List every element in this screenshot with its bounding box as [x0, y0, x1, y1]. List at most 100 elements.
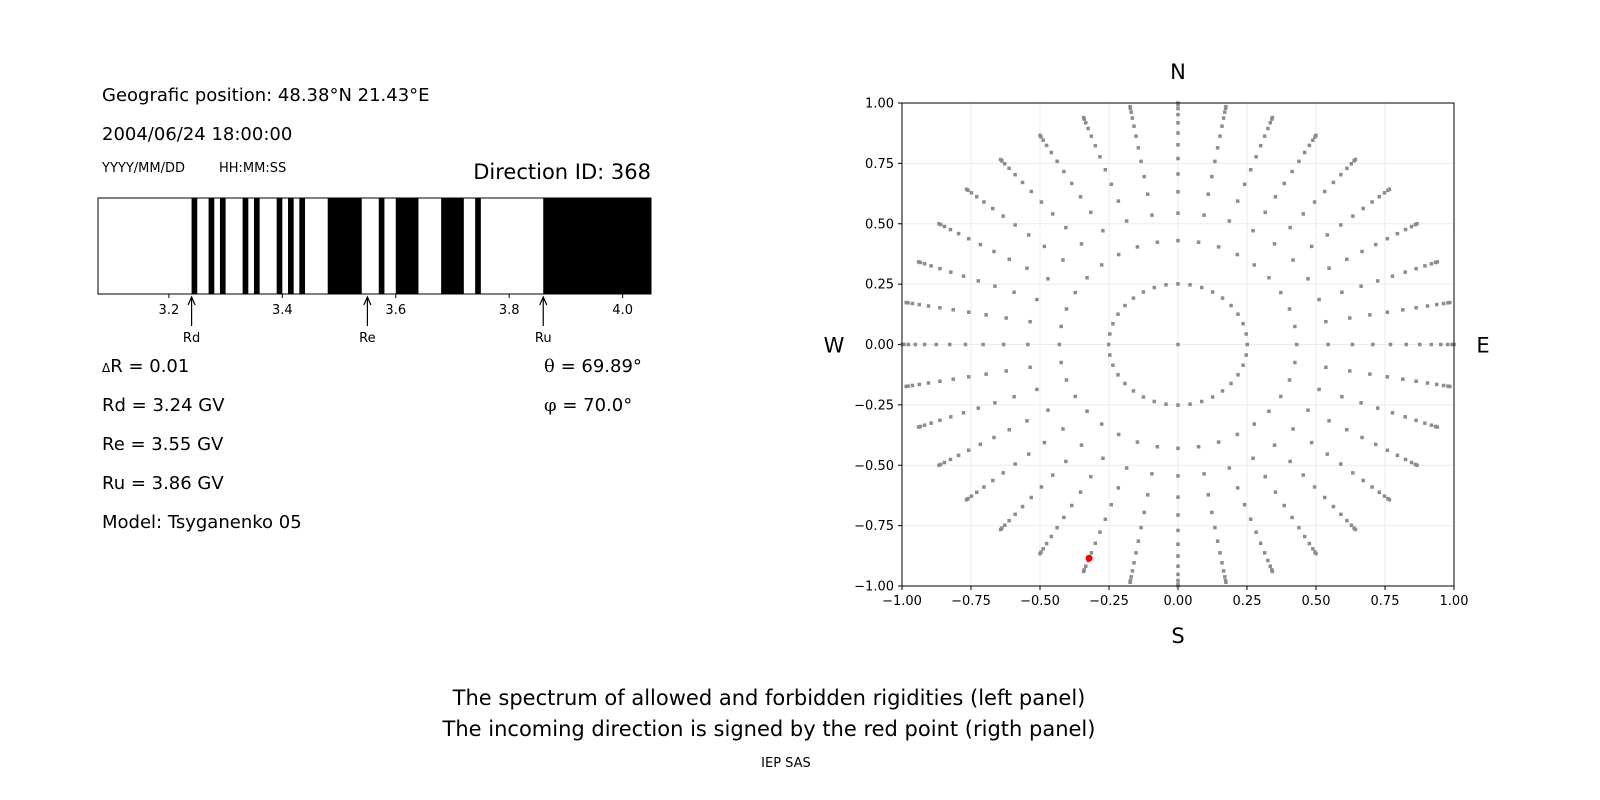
scatter-point — [1224, 104, 1228, 109]
scatter-point — [938, 266, 942, 271]
scatter-point — [1375, 279, 1380, 283]
x-tick-label: 1.00 — [1440, 594, 1469, 609]
scatter-point — [1081, 569, 1086, 574]
scatter-point — [918, 424, 923, 429]
scatter-point — [1176, 143, 1180, 147]
scatter-point — [1176, 513, 1180, 517]
y-tick-label: −0.25 — [854, 398, 894, 413]
scatter-point — [1176, 131, 1180, 135]
scatter-point — [1317, 387, 1321, 392]
scatter-point — [1385, 448, 1390, 453]
ru-value: Ru = 3.86 GV — [102, 473, 224, 494]
scatter-point — [1375, 406, 1380, 410]
scatter-point — [1345, 518, 1349, 523]
scatter-point — [1049, 150, 1054, 155]
scatter-point — [1218, 551, 1222, 555]
scatter-point — [1132, 124, 1136, 128]
scatter-point — [1069, 181, 1074, 186]
forbidden-band — [253, 198, 260, 294]
scatter-point — [1262, 551, 1267, 555]
scatter-point — [1331, 504, 1336, 509]
scatter-point — [1128, 104, 1132, 109]
scatter-point — [998, 527, 1003, 532]
scatter-point — [1136, 539, 1141, 543]
scatter-point — [969, 191, 974, 195]
scatter-point — [1176, 342, 1180, 347]
scatter-point — [966, 310, 971, 314]
scatter-point — [1196, 240, 1201, 244]
scatter-point — [1062, 515, 1066, 520]
scatter-point — [1251, 228, 1255, 233]
scatter-point — [1373, 442, 1378, 447]
scatter-point — [1435, 425, 1440, 429]
scatter-point — [1401, 377, 1405, 381]
scatter-point — [961, 411, 966, 415]
scatter-point — [1395, 231, 1400, 236]
scatter-point — [1390, 411, 1395, 415]
scatter-point — [1029, 189, 1034, 194]
scatter-point — [1262, 134, 1267, 138]
scatter-point — [1176, 554, 1180, 558]
scatter-point — [1266, 558, 1270, 563]
scatter-point — [1307, 541, 1312, 546]
scatter-point — [1044, 143, 1049, 148]
scatter-point — [1141, 395, 1146, 399]
scatter-point — [1001, 471, 1005, 475]
scatter-point — [1348, 369, 1352, 373]
scatter-point — [1377, 194, 1382, 199]
scatter-point — [1141, 290, 1146, 294]
scatter-point — [1395, 453, 1400, 458]
scatter-point — [1001, 342, 1006, 347]
scatter-point — [1290, 169, 1294, 174]
scatter-point — [1002, 523, 1007, 527]
scatter-point — [1061, 258, 1065, 262]
scatter-point — [902, 342, 906, 347]
scatter-point — [1245, 342, 1250, 347]
scatter-point — [974, 490, 979, 495]
scatter-point — [1345, 257, 1349, 262]
scatter-point — [1244, 332, 1248, 336]
scatter-point — [1439, 342, 1443, 347]
scatter-point — [1199, 285, 1204, 290]
scatter-point — [1055, 525, 1059, 530]
scatter-point — [1227, 466, 1232, 470]
scatter-point — [1176, 121, 1180, 125]
delta-r: ΔR = 0.01 — [102, 356, 189, 377]
scatter-point — [1293, 324, 1297, 329]
scatter-point — [1448, 300, 1452, 305]
scatter-point — [982, 200, 986, 204]
scatter-point — [976, 279, 981, 283]
scatter-point — [1248, 168, 1253, 172]
scatter-point — [1322, 189, 1327, 194]
scatter-point — [1216, 440, 1221, 444]
scatter-point — [1059, 324, 1063, 329]
scatter-point — [1176, 528, 1180, 533]
scatter-point — [1433, 260, 1438, 265]
scatter-point — [1206, 493, 1211, 497]
scatter-point — [1267, 409, 1271, 414]
scatter-point — [1142, 510, 1146, 515]
scatter-point — [1039, 200, 1044, 204]
scatter-point — [1242, 502, 1247, 507]
scatter-point — [1039, 485, 1044, 489]
arrowhead-icon — [539, 295, 548, 306]
scatter-point — [918, 260, 923, 265]
scatter-point — [1272, 242, 1277, 246]
scatter-point — [1385, 375, 1390, 379]
scatter-point — [992, 435, 996, 440]
scatter-point — [1013, 462, 1017, 466]
scatter-point — [1085, 275, 1089, 280]
scatter-point — [949, 270, 953, 274]
scatter-point — [1152, 285, 1157, 290]
scatter-point — [1370, 485, 1374, 489]
scatter-point — [1213, 525, 1217, 530]
scatter-point — [1221, 569, 1226, 573]
y-tick-label: −0.75 — [854, 519, 894, 534]
scatter-point — [1307, 143, 1312, 148]
scatter-point — [1073, 394, 1077, 399]
phi-symbol: φ — [544, 395, 557, 416]
datetime: 2004/06/24 18:00:00 — [102, 124, 293, 145]
scatter-point — [1101, 456, 1105, 461]
scatter-point — [1042, 244, 1047, 249]
marker-label-re: Re — [359, 331, 375, 346]
